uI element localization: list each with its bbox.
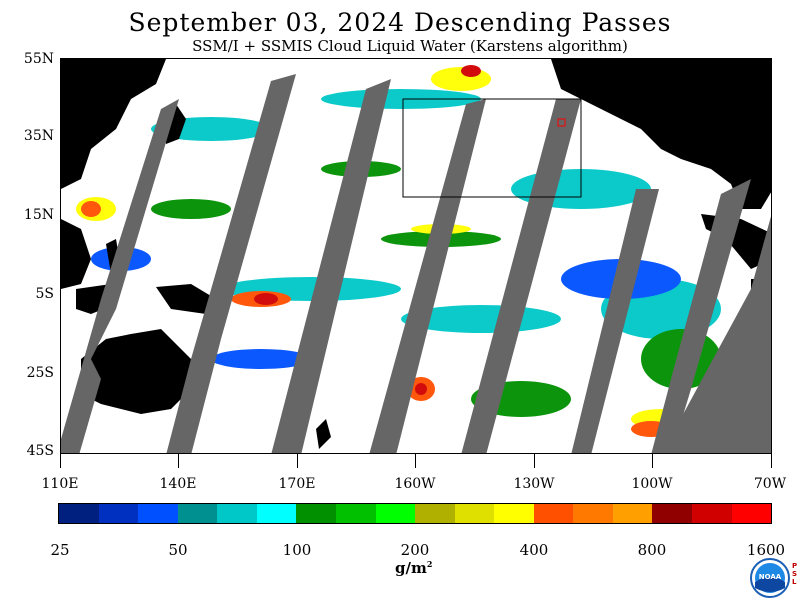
lon-label: 100W bbox=[631, 476, 673, 492]
lon-label: 130W bbox=[513, 476, 555, 492]
color-scale-bar bbox=[58, 503, 772, 524]
lon-label: 140E bbox=[159, 476, 197, 492]
lat-label: 35N bbox=[23, 128, 54, 144]
color-scale-cell bbox=[296, 504, 336, 523]
no-data-swaths bbox=[61, 74, 771, 453]
lon-label: 70W bbox=[753, 476, 787, 492]
color-scale-cell bbox=[454, 504, 495, 523]
color-scale-cell bbox=[415, 504, 455, 523]
color-scale-cell bbox=[573, 504, 613, 523]
lat-label: 25S bbox=[26, 365, 54, 381]
color-scale-cell bbox=[692, 504, 732, 523]
color-scale-cell bbox=[138, 504, 178, 523]
noaa-logo: NOAA bbox=[750, 558, 790, 598]
logo-text: NOAA bbox=[759, 573, 782, 581]
lat-label: 55N bbox=[23, 51, 54, 67]
scale-label: 1600 bbox=[746, 541, 786, 559]
scale-label: 800 bbox=[637, 541, 667, 559]
scale-label: 50 bbox=[168, 541, 188, 559]
color-scale-cell bbox=[533, 504, 574, 523]
color-scale-cell bbox=[375, 504, 416, 523]
cloud-liquid-water-map bbox=[60, 58, 772, 454]
lon-label: 110E bbox=[41, 476, 79, 492]
lat-label: 5S bbox=[35, 286, 55, 302]
location-marker bbox=[557, 118, 566, 127]
map-subtitle: SSM/I + SSMIS Cloud Liquid Water (Karste… bbox=[192, 37, 628, 55]
scale-label: 400 bbox=[519, 541, 549, 559]
color-scale-cell bbox=[177, 504, 218, 523]
color-scale-cell bbox=[256, 504, 297, 523]
color-scale-cell bbox=[612, 504, 653, 523]
color-scale-cell bbox=[731, 504, 772, 523]
map-graphics bbox=[61, 59, 771, 453]
scale-label: 200 bbox=[400, 541, 430, 559]
scale-label: 100 bbox=[282, 541, 312, 559]
lon-label: 160W bbox=[394, 476, 436, 492]
lon-label: 170E bbox=[278, 476, 316, 492]
scale-label: 25 bbox=[50, 541, 70, 559]
color-scale-cell bbox=[335, 504, 376, 523]
color-scale-cell bbox=[59, 504, 99, 523]
region-box bbox=[402, 98, 582, 198]
color-scale-cell bbox=[217, 504, 257, 523]
color-scale-cell bbox=[494, 504, 534, 523]
units-label: g/m2 bbox=[395, 559, 433, 577]
color-scale-cell bbox=[652, 504, 692, 523]
map-title: September 03, 2024 Descending Passes bbox=[128, 8, 672, 37]
color-scale-cell bbox=[98, 504, 139, 523]
lat-label: 45S bbox=[26, 443, 54, 459]
lat-label: 15N bbox=[23, 207, 54, 223]
